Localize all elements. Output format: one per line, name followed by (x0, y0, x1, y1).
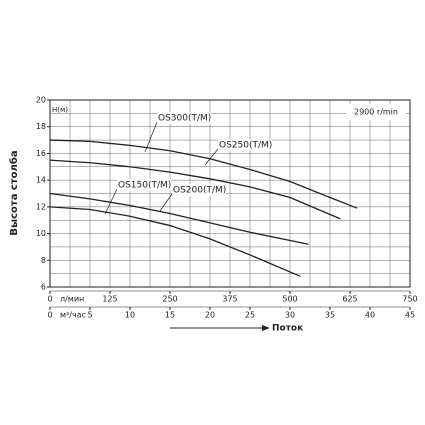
y-tick-label: 16 (36, 149, 46, 158)
leader-line (144, 121, 158, 153)
x-axis-label: Поток (272, 324, 303, 334)
x2-tick-label: 500 (282, 295, 297, 304)
y-tick-label: 18 (36, 122, 46, 131)
annotation-box (346, 104, 406, 120)
x2-tick-label: 750 (402, 295, 417, 304)
y-tick-label: 14 (36, 176, 46, 185)
y-tick-label: 8 (41, 256, 46, 265)
x-tick-label: 35 (325, 311, 335, 320)
x-tick-label: 0 (47, 311, 52, 320)
curve (49, 192, 309, 245)
label-bg (157, 112, 211, 124)
y-tick-label: 6 (41, 283, 46, 292)
series-label: OS300(T/M) (158, 114, 211, 124)
x-tick-label: 25 (245, 311, 255, 320)
y-tick-label: 12 (36, 202, 46, 211)
x2-tick-label: 250 (162, 295, 177, 304)
x2-tick-label: 125 (102, 295, 117, 304)
curve (49, 206, 301, 277)
y-axis-label: Высота столба (8, 150, 20, 235)
label-bg (172, 184, 226, 196)
x-tick-label: 15 (165, 311, 175, 320)
curve (49, 159, 341, 220)
label-bg (117, 179, 171, 191)
x2-tick-label: 375 (222, 295, 237, 304)
x-tick-label: 5 (87, 311, 92, 320)
leader-line (159, 193, 173, 212)
x2-unit: л/мин (60, 295, 84, 304)
x-tick-label: 30 (285, 311, 295, 320)
x-tick-label: 10 (125, 311, 135, 320)
flow-arrowhead (262, 325, 270, 331)
x-tick-label: 20 (205, 311, 215, 320)
annotation: 2900 r/min (354, 108, 398, 117)
series-label: OS250(T/M) (219, 141, 272, 151)
x-tick-label: 40 (365, 311, 375, 320)
y-tick-label: 10 (36, 229, 46, 238)
leader-line (204, 148, 219, 166)
y-tick-label: 20 (36, 96, 46, 105)
x2-tick-label: 0 (47, 295, 52, 304)
series-label: OS200(T/M) (173, 186, 226, 196)
leader-line (104, 188, 118, 215)
curve (49, 139, 358, 209)
x2-tick-label: 625 (342, 295, 357, 304)
series-label: OS150(T/M) (118, 181, 171, 191)
x-tick-label: 45 (405, 311, 415, 320)
label-bg (218, 139, 272, 151)
y-unit: H(м) (52, 106, 68, 114)
x-unit: м³/час (60, 311, 86, 320)
